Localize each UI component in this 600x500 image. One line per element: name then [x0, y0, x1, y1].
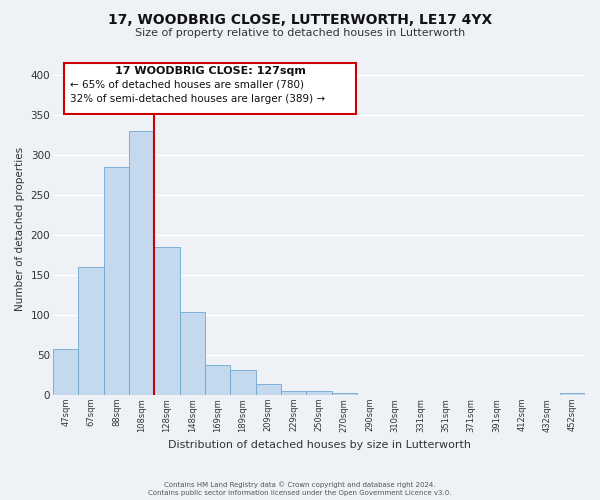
X-axis label: Distribution of detached houses by size in Lutterworth: Distribution of detached houses by size … [167, 440, 470, 450]
Text: 32% of semi-detached houses are larger (389) →: 32% of semi-detached houses are larger (… [70, 94, 325, 104]
Text: 17, WOODBRIG CLOSE, LUTTERWORTH, LE17 4YX: 17, WOODBRIG CLOSE, LUTTERWORTH, LE17 4Y… [108, 12, 492, 26]
Text: Contains HM Land Registry data © Crown copyright and database right 2024.: Contains HM Land Registry data © Crown c… [164, 481, 436, 488]
Bar [205, 366, 230, 395]
Text: 17 WOODBRIG CLOSE: 127sqm: 17 WOODBRIG CLOSE: 127sqm [115, 66, 305, 76]
Bar [281, 391, 307, 395]
Bar [307, 391, 332, 395]
Bar [256, 384, 281, 395]
Text: Contains public sector information licensed under the Open Government Licence v3: Contains public sector information licen… [148, 490, 452, 496]
Text: Size of property relative to detached houses in Lutterworth: Size of property relative to detached ho… [135, 28, 465, 38]
Bar [154, 247, 180, 395]
Bar [79, 267, 104, 395]
Bar [332, 392, 357, 395]
Text: ← 65% of detached houses are smaller (780): ← 65% of detached houses are smaller (78… [70, 80, 304, 90]
Bar [230, 370, 256, 395]
Bar [104, 168, 129, 395]
Bar [560, 394, 585, 395]
Y-axis label: Number of detached properties: Number of detached properties [15, 146, 25, 311]
Bar [129, 132, 154, 395]
Bar [180, 312, 205, 395]
Bar [53, 350, 79, 395]
